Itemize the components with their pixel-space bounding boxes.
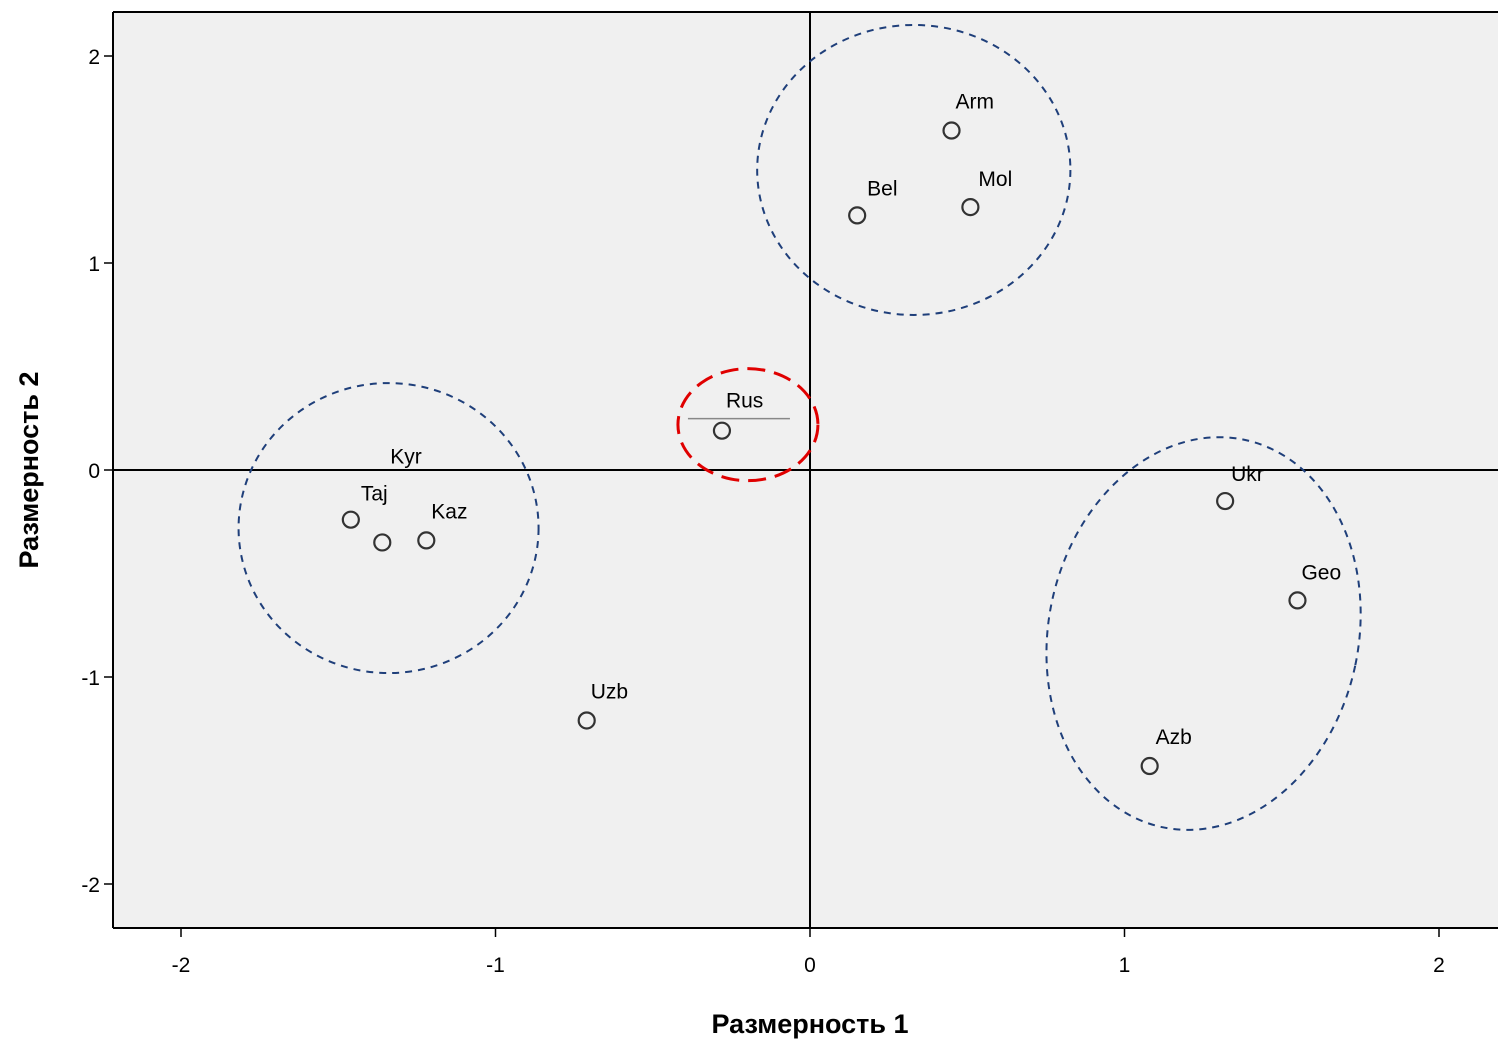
x-axis: -2 -1 0 1 2 <box>172 928 1445 977</box>
data-point-bel <box>848 206 867 225</box>
data-point-geo <box>1288 591 1307 610</box>
point-label-arm: Arm <box>956 91 995 114</box>
data-point-kaz <box>417 531 436 550</box>
y-tick-label-3: 1 <box>88 253 100 276</box>
data-point-arm <box>942 121 961 140</box>
x-tick-label-0: -2 <box>172 954 191 977</box>
point-label-taj: Taj <box>361 483 388 506</box>
x-tick-label-3: 1 <box>1119 954 1131 977</box>
point-label-azb: Azb <box>1156 726 1192 749</box>
data-point-rus <box>712 421 732 440</box>
point-label-geo: Geo <box>1301 561 1341 584</box>
x-tick-label-1: -1 <box>486 954 505 977</box>
point-label-uzb: Uzb <box>591 680 628 703</box>
y-tick-label-1: -1 <box>81 667 100 690</box>
x-axis-title: Размерность 1 <box>711 1009 908 1039</box>
group-outline-1 <box>237 382 540 675</box>
group-outline-0 <box>756 23 1072 316</box>
y-tick-label-4: 2 <box>88 46 100 69</box>
data-point-kyr <box>373 533 392 552</box>
point-label-kaz: Kaz <box>431 500 467 523</box>
point-label-bel: Bel <box>867 177 897 200</box>
y-tick-label-2: 0 <box>88 460 100 483</box>
data-point-ukr <box>1216 491 1235 511</box>
point-label-kyr: Kyr <box>390 445 422 468</box>
data-point-azb <box>1140 756 1159 776</box>
point-label-rus: Rus <box>726 390 763 413</box>
group-outlines <box>237 23 1362 831</box>
point-label-mol: Mol <box>978 168 1012 191</box>
y-axis-title: Размерность 2 <box>14 371 44 568</box>
data-point-taj <box>341 510 360 529</box>
y-axis: -2 -1 0 1 2 <box>81 46 113 897</box>
point-label-ukr: Ukr <box>1231 463 1264 486</box>
group-outline-2 <box>1045 436 1362 831</box>
data-point-uzb <box>577 711 596 730</box>
y-tick-label-0: -2 <box>81 874 100 897</box>
x-tick-label-4: 2 <box>1433 954 1445 977</box>
reference-lines <box>113 12 1498 928</box>
x-tick-label-2: 0 <box>804 954 816 977</box>
group-outline-3 <box>676 367 820 483</box>
data-point-mol <box>961 198 980 217</box>
